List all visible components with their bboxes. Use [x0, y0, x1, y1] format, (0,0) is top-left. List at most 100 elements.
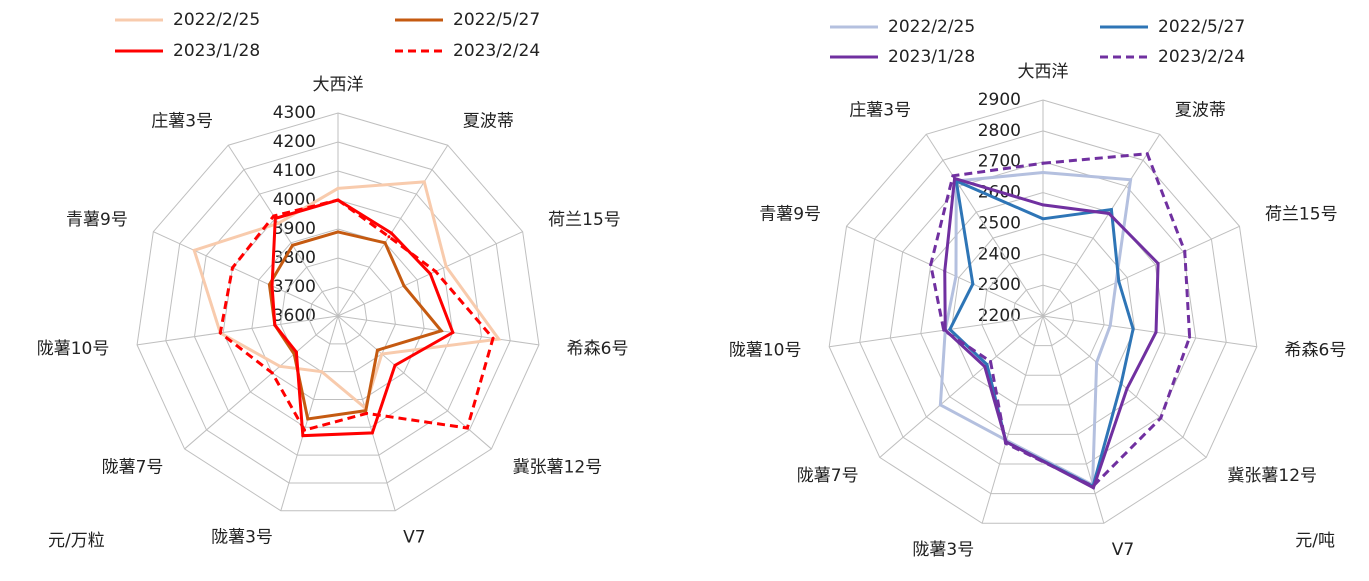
radar-vertex [444, 265, 448, 269]
grid-ring [136, 112, 540, 512]
spoke [1042, 134, 1161, 317]
category-label: 庄薯3号 [849, 101, 911, 121]
category-label: 夏波蒂 [463, 112, 514, 132]
radar-vertex [230, 266, 234, 270]
category-label: 荷兰15号 [548, 210, 621, 230]
grid-ring [308, 286, 368, 345]
radar-vertex [292, 352, 296, 356]
category-label: 青薯9号 [66, 210, 128, 230]
unit-label: 元/万粒 [48, 531, 105, 551]
radar-vertex [491, 336, 495, 340]
radar-vertex [954, 274, 958, 278]
radar-vertex [336, 230, 340, 234]
category-label: 大西洋 [1018, 62, 1069, 82]
legend-label: 2023/2/24 [1158, 47, 1245, 67]
radar-vertex [1154, 330, 1158, 334]
spoke [1042, 315, 1207, 458]
grid-ring [1011, 284, 1075, 347]
radar-line [270, 198, 455, 438]
radar-vertex [971, 282, 975, 286]
grid-ring [280, 257, 396, 373]
spoke [136, 315, 339, 346]
radar-vertex [951, 174, 955, 178]
r-tick-label: 4300 [273, 103, 316, 123]
radar-vertex [1108, 324, 1112, 328]
category-label: 陇薯7号 [102, 457, 164, 477]
spoke [280, 315, 339, 511]
r-tick-label: 2400 [978, 244, 1021, 264]
radar-vertex [953, 176, 957, 180]
grid-ring [193, 170, 483, 456]
category-label: 冀张薯12号 [1227, 466, 1317, 486]
grid-ring [859, 130, 1227, 495]
spoke [981, 315, 1044, 524]
radar-vertex [192, 248, 196, 252]
radar-vertex [1107, 211, 1111, 215]
radar-vertex [1159, 416, 1163, 420]
spoke [925, 134, 1044, 317]
spoke [1042, 225, 1240, 317]
radar-vertex [276, 221, 280, 225]
radar-vertex [291, 243, 295, 247]
radar-vertex [989, 359, 993, 363]
radar-vertex [1109, 208, 1113, 212]
radar-vertex [983, 365, 987, 369]
radar-vertex [1129, 178, 1133, 182]
grid-ring [251, 228, 425, 400]
radar-vertex [383, 241, 387, 245]
radar-vertex [948, 327, 952, 331]
radar-vertex [985, 362, 989, 366]
radar-line [218, 198, 495, 432]
radar-vertex [278, 364, 282, 368]
radar-vertex [1114, 281, 1118, 285]
radar-vertex [1117, 279, 1121, 283]
radar-vertex [272, 214, 276, 218]
r-tick-label: 2700 [978, 152, 1021, 172]
grid-ring [828, 99, 1258, 524]
radar-vertex [1091, 484, 1095, 488]
legend-label: 2023/1/28 [173, 41, 260, 61]
radar-vertex [1095, 360, 1099, 364]
grid-ring [920, 192, 1166, 435]
category-label: 希森6号 [1285, 341, 1347, 361]
grid-ring [889, 161, 1197, 465]
radar-vertex [938, 403, 942, 407]
radar-vertex [1041, 161, 1045, 165]
r-tick-label: 4100 [273, 161, 316, 181]
r-tick-label: 2300 [978, 275, 1021, 295]
radar-vertex [1119, 382, 1123, 386]
grid-ring [981, 253, 1105, 376]
legend-label: 2022/2/25 [888, 17, 975, 37]
radar-vertex [303, 428, 307, 432]
radar-vertex [270, 284, 274, 288]
radar-vertex [306, 417, 310, 421]
radar-line [192, 180, 502, 411]
radar-vertex [942, 328, 946, 332]
r-tick-label: 4200 [273, 132, 316, 152]
category-label: V7 [403, 528, 425, 548]
legend-label: 2022/5/27 [453, 10, 540, 30]
category-label: V7 [1112, 540, 1134, 560]
radar-vertex [364, 409, 368, 413]
legend-label: 2022/5/27 [1158, 17, 1245, 37]
spoke [879, 315, 1044, 458]
radar-vertex [375, 348, 379, 352]
radar-vertex [320, 370, 324, 374]
legend-label: 2023/1/28 [888, 47, 975, 67]
radar-vertex [273, 216, 277, 220]
r-tick-label: 2500 [978, 213, 1021, 233]
radar-vertex [389, 231, 393, 235]
radar-vertex [1041, 217, 1045, 221]
radar-vertex [1188, 335, 1192, 339]
radar-vertex [380, 352, 384, 356]
category-label: 荷兰15号 [1265, 205, 1338, 225]
radar-vertex [294, 350, 298, 354]
category-label: 陇薯10号 [37, 339, 110, 359]
radar-vertex [387, 235, 391, 239]
radar-vertex [1156, 261, 1160, 265]
category-label: 希森6号 [567, 339, 629, 359]
radar-line [929, 152, 1192, 489]
radar-vertex [218, 331, 222, 335]
radar-vertex [1041, 171, 1045, 175]
